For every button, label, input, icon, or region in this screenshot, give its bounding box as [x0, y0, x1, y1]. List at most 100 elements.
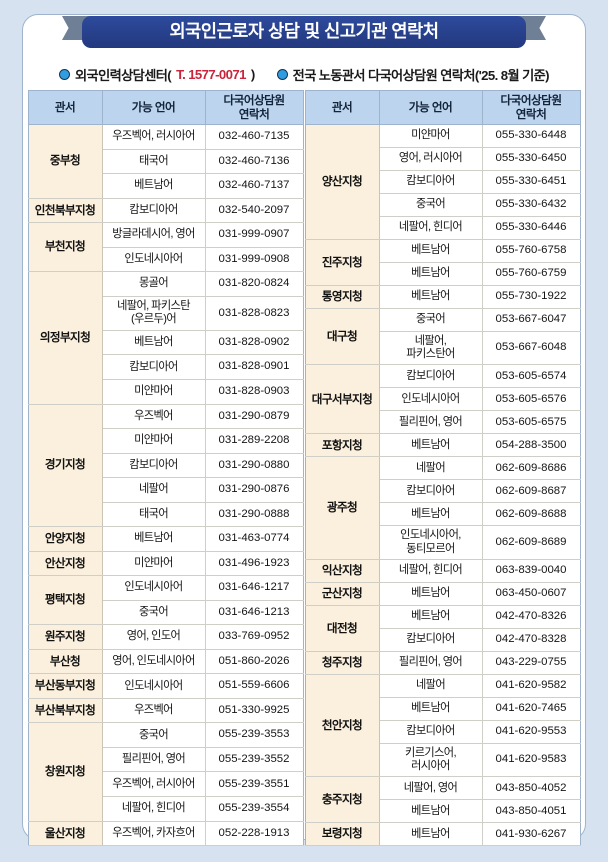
table-row: 부천지청 방글라데시어, 영어 031-999-0907 — [27, 222, 304, 273]
phone-number-cell[interactable]: 055-330-6451 — [481, 170, 581, 194]
phone-number-cell[interactable]: 031-646-1213 — [204, 599, 304, 626]
phone-number-cell[interactable]: 053-605-6575 — [481, 410, 581, 435]
office-cell: 포항지청 — [304, 433, 380, 458]
phone-number-cell[interactable]: 051-860-2026 — [204, 648, 304, 675]
phone-number-cell[interactable]: 062-609-8686 — [481, 456, 581, 481]
table-row: 원주지청 영어, 인도어 033-769-0952 — [27, 624, 304, 650]
table-row: 중국어 031-646-1213 — [28, 599, 304, 626]
phone-number-cell[interactable]: 055-760-6759 — [481, 262, 581, 286]
office-name: 군산지청 — [321, 587, 363, 601]
table-row: 인도네시아어 053-605-6576 — [305, 387, 581, 412]
phone-number-cell[interactable]: 043-850-4051 — [481, 799, 581, 824]
office-cell: 울산지청 — [27, 820, 103, 847]
language-text: 네팔어, 힌디어 — [121, 802, 186, 815]
phone-number-cell[interactable]: 031-290-0888 — [204, 501, 304, 528]
phone-number-cell[interactable]: 055-239-3551 — [204, 771, 304, 797]
phone-number-cell[interactable]: 042-470-8328 — [481, 627, 581, 652]
language-text: 베트남어 — [411, 290, 450, 303]
phone-number-cell[interactable]: 031-820-0824 — [204, 271, 304, 297]
phone-number-cell[interactable]: 052-228-1913 — [204, 820, 304, 847]
phone-number-cell[interactable]: 031-290-0879 — [204, 403, 304, 430]
phone-number-cell[interactable]: 032-540-2097 — [204, 197, 304, 224]
phone-number-cell[interactable]: 031-289-2208 — [204, 428, 304, 454]
table-row: 캄보디아어 031-828-0901 — [28, 354, 304, 380]
phone-number-cell[interactable]: 055-330-6432 — [481, 193, 581, 217]
phone-number-cell[interactable]: 055-730-1922 — [481, 285, 581, 309]
language-cell: 베트남어 — [101, 173, 206, 199]
phone-number-cell[interactable]: 041-930-6267 — [481, 822, 581, 847]
language-text: 네팔어 — [138, 483, 169, 496]
phone-number-cell[interactable]: 051-330-9925 — [204, 697, 304, 724]
language-text-line-2: (우르두)어 — [130, 313, 177, 326]
phone-number-cell[interactable]: 055-330-6446 — [481, 216, 581, 240]
phone-number-cell[interactable]: 043-229-0755 — [481, 650, 581, 675]
contact-table-left: 관서 가능 언어 다국어상담원 연락처 중부청 우즈벡어, 러시아어 032-460-… — [27, 90, 304, 847]
phone-number-cell[interactable]: 041-620-9582 — [481, 673, 581, 698]
table-row: 필리핀어, 영어 055-239-3552 — [28, 746, 304, 773]
language-text: 베트남어 — [411, 702, 450, 715]
table-row: 네팔어, 힌디어 055-239-3554 — [28, 796, 304, 822]
table-row: 베트남어 031-828-0902 — [28, 329, 304, 356]
phone-number-cell[interactable]: 053-605-6576 — [481, 387, 581, 412]
phone-number-cell[interactable]: 031-290-0880 — [204, 452, 304, 479]
language-text: 네팔어, 힌디어 — [398, 221, 463, 234]
phone-number-cell[interactable]: 031-999-0908 — [204, 246, 304, 273]
phone-number-cell[interactable]: 062-609-8689 — [481, 525, 581, 560]
phone-number-cell[interactable]: 041-620-9553 — [481, 719, 581, 744]
phone-number-cell[interactable]: 032-460-7136 — [204, 148, 304, 175]
office-name: 양산지청 — [321, 175, 363, 189]
language-cell: 네팔어, 파키스탄어 — [378, 330, 483, 366]
phone-number-cell[interactable]: 055-760-6758 — [481, 239, 581, 263]
phone-number-cell[interactable]: 031-828-0823 — [204, 295, 304, 331]
language-text: 캄보디아어 — [406, 725, 455, 738]
phone-number-cell[interactable]: 055-239-3553 — [204, 722, 304, 748]
language-cell: 베트남어 — [378, 581, 483, 606]
phone-number-cell[interactable]: 053-605-6574 — [481, 364, 581, 389]
phone-number-cell[interactable]: 055-330-6448 — [481, 124, 581, 148]
phone-number-cell[interactable]: 032-460-7137 — [204, 173, 304, 199]
table-row: 키르기스어, 러시아어 041-620-9583 — [305, 742, 581, 778]
office-cell: 평택지청 — [27, 575, 103, 626]
language-cell: 베트남어 — [378, 604, 483, 629]
language-text: 베트남어 — [134, 179, 173, 192]
phone-number-cell[interactable]: 033-769-0952 — [204, 624, 304, 650]
phone-number-cell[interactable]: 055-239-3554 — [204, 796, 304, 822]
phone-number-cell[interactable]: 031-828-0901 — [204, 354, 304, 380]
phone-number-cell[interactable]: 063-839-0040 — [481, 558, 581, 583]
phone-number-cell[interactable]: 031-828-0902 — [204, 329, 304, 356]
phone-number-cell[interactable]: 043-850-4052 — [481, 776, 581, 801]
language-text: 베트남어 — [411, 244, 450, 257]
phone-number-cell[interactable]: 031-646-1217 — [204, 575, 304, 601]
phone-number-cell[interactable]: 031-463-0774 — [204, 526, 304, 552]
table-row: 베트남어 062-609-8688 — [305, 502, 581, 527]
phone-number-cell[interactable]: 053-667-6048 — [481, 330, 581, 366]
table-row: 인도네시아어 031-999-0908 — [28, 246, 304, 273]
language-text: 네팔어 — [415, 461, 446, 474]
phone-number-cell[interactable]: 031-828-0903 — [204, 378, 304, 405]
office-cell: 안산지청 — [27, 550, 103, 577]
phone-number-cell[interactable]: 055-330-6450 — [481, 147, 581, 171]
table-header-row: 관서 가능 언어 다국어상담원 연락처 — [304, 90, 581, 125]
phone-number-cell[interactable]: 031-290-0876 — [204, 477, 304, 503]
phone-number-cell[interactable]: 062-609-8687 — [481, 479, 581, 504]
table-row: 캄보디아어 042-470-8328 — [305, 627, 581, 652]
phone-number-cell[interactable]: 054-288-3500 — [481, 433, 581, 458]
office-cell: 부산동부지청 — [27, 673, 103, 699]
phone-number-cell[interactable]: 031-496-1923 — [204, 550, 304, 577]
language-cell: 인도네시아어 — [378, 387, 483, 412]
phone-number-cell[interactable]: 055-239-3552 — [204, 746, 304, 773]
office-cell: 진주지청 — [304, 239, 380, 286]
office-name: 대구청 — [326, 329, 358, 343]
phone-number-cell[interactable]: 042-470-8326 — [481, 604, 581, 629]
table-row: 네팔어, 파키스탄어 053-667-6048 — [305, 330, 581, 366]
phone-number-cell[interactable]: 031-999-0907 — [204, 222, 304, 248]
phone-number-cell[interactable]: 062-609-8688 — [481, 502, 581, 527]
phone-number-cell[interactable]: 041-620-9583 — [481, 742, 581, 778]
phone-number-cell[interactable]: 051-559-6606 — [204, 673, 304, 699]
language-text: 베트남어 — [411, 827, 450, 840]
phone-number-cell[interactable]: 053-667-6047 — [481, 308, 581, 332]
phone-number-cell[interactable]: 063-450-0607 — [481, 581, 581, 606]
phone-number-cell[interactable]: 032-460-7135 — [204, 124, 304, 150]
phone-number-cell[interactable]: 041-620-7465 — [481, 696, 581, 721]
column-header-office: 관서 — [304, 90, 380, 125]
